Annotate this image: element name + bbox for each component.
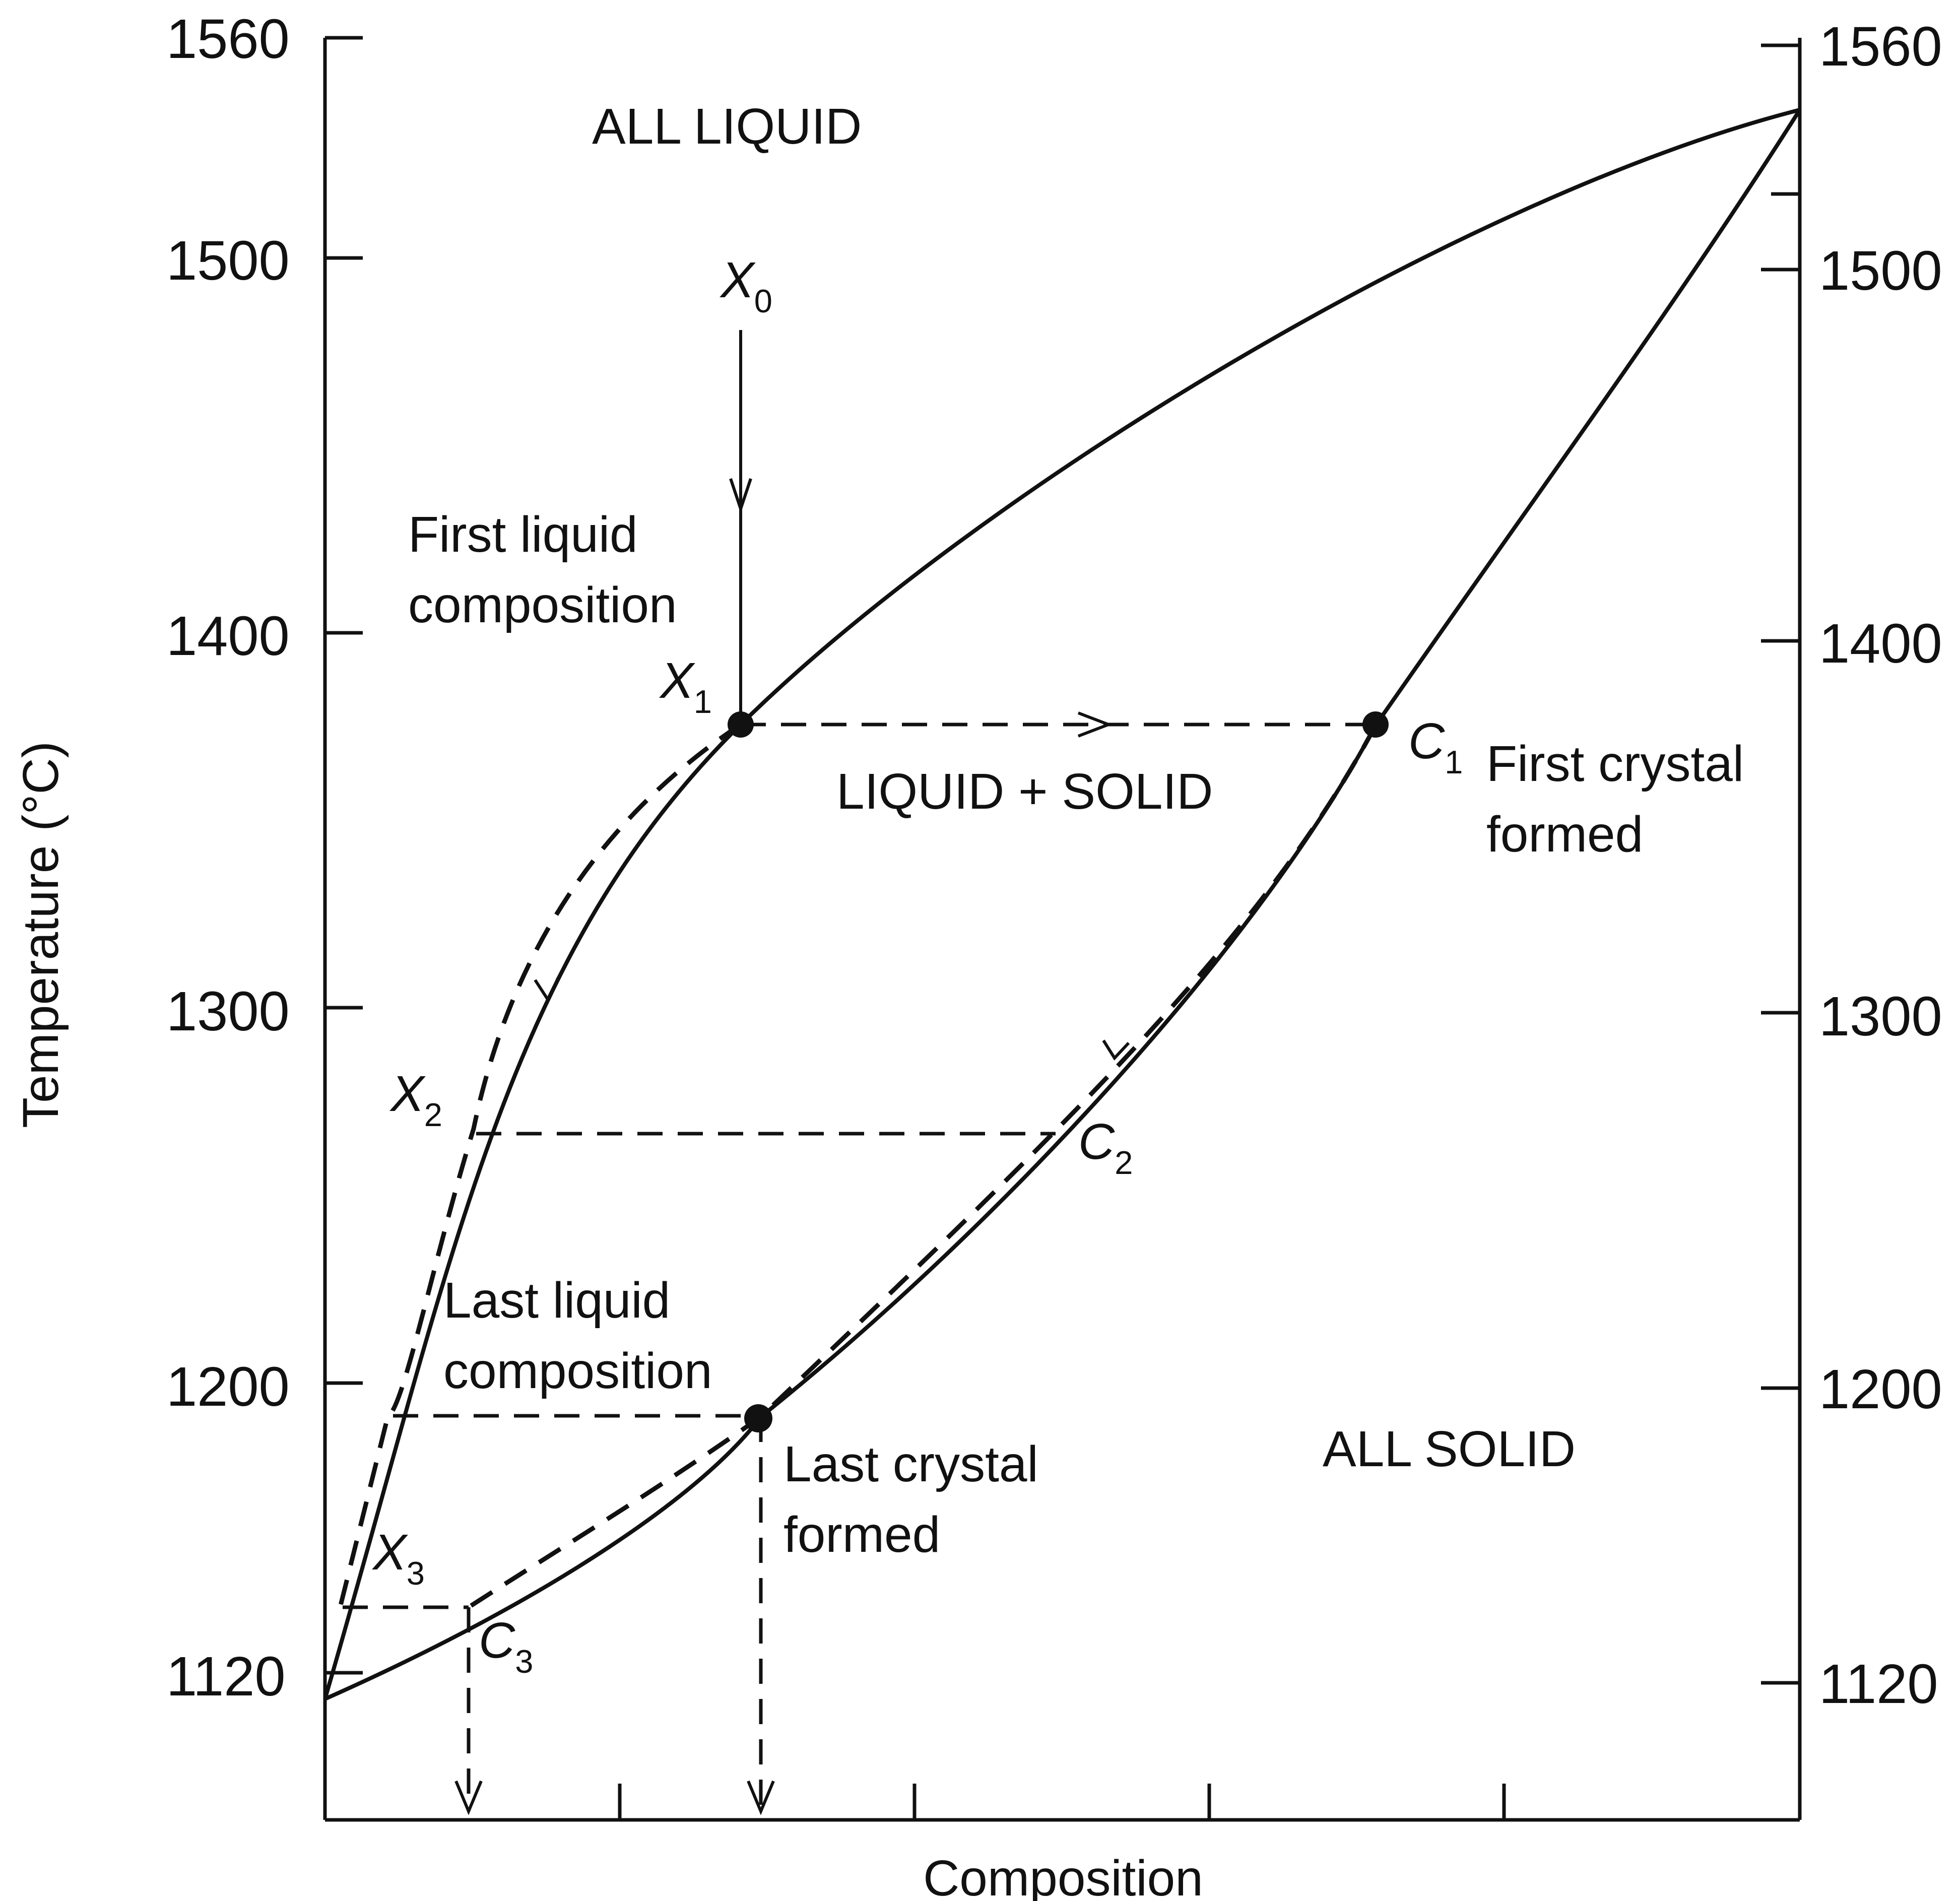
point-c1-marker bbox=[1362, 711, 1389, 738]
liquidus-curve bbox=[323, 108, 1800, 1700]
last-crystal-line2: formed bbox=[783, 1506, 940, 1563]
x-axis-title: Composition bbox=[923, 1850, 1203, 1901]
label-c3: C3 bbox=[479, 1612, 533, 1680]
region-all-solid: ALL SOLID bbox=[1323, 1421, 1576, 1477]
right-tick-label: 1560 bbox=[1819, 16, 1942, 78]
region-all-liquid: ALL LIQUID bbox=[592, 98, 862, 155]
last-crystal-line1: Last crystal bbox=[783, 1436, 1038, 1492]
axes-frame bbox=[323, 38, 1802, 1822]
label-x1: X1 bbox=[659, 652, 712, 720]
point-x1-marker bbox=[728, 711, 754, 738]
left-tick-label: 1560 bbox=[166, 8, 290, 70]
last-crystal-drop-arrowhead bbox=[747, 1780, 775, 1815]
left-tick-label: 1120 bbox=[166, 1646, 286, 1708]
solidus-trace-dashed bbox=[467, 724, 1378, 1609]
c3-drop-arrowhead bbox=[454, 1780, 483, 1815]
solidus-direction-arrow bbox=[1102, 1039, 1130, 1061]
region-liquid-solid: LIQUID + SOLID bbox=[836, 763, 1213, 820]
liquidus-direction-arrow bbox=[534, 976, 560, 1004]
label-x2: X2 bbox=[389, 1066, 442, 1133]
label-c1: C1 bbox=[1408, 713, 1463, 780]
y-axis-title: Temperature (°C) bbox=[13, 741, 69, 1128]
bottom-ticks bbox=[618, 1784, 1506, 1820]
first-crystal-line2: formed bbox=[1486, 806, 1643, 863]
last-liquid-line2: composition bbox=[443, 1343, 712, 1399]
right-tick-labels: 1560 1500 1400 1300 1200 1120 bbox=[1819, 16, 1942, 1715]
right-ticks bbox=[1761, 43, 1800, 1685]
left-tick-labels: 1560 1500 1400 1300 1200 1120 bbox=[166, 8, 290, 1708]
x0-arrowhead bbox=[729, 478, 752, 514]
label-x3: X3 bbox=[372, 1524, 425, 1592]
left-ticks bbox=[325, 36, 363, 1675]
first-liquid-line2: composition bbox=[408, 577, 677, 633]
solidus-curve bbox=[324, 108, 1802, 1701]
right-tick-label: 1400 bbox=[1819, 613, 1942, 675]
left-tick-label: 1400 bbox=[166, 605, 290, 667]
right-tick-label: 1120 bbox=[1819, 1653, 1938, 1715]
right-tick-label: 1200 bbox=[1819, 1358, 1942, 1420]
label-x0: X0 bbox=[720, 252, 772, 319]
tie-line-arrow bbox=[1077, 711, 1113, 738]
point-last-crystal-marker bbox=[744, 1404, 772, 1432]
liquidus-trace-dashed bbox=[338, 723, 742, 1608]
right-tick-label: 1300 bbox=[1819, 986, 1942, 1047]
right-tick-label: 1500 bbox=[1819, 240, 1942, 302]
first-liquid-line1: First liquid bbox=[408, 506, 638, 563]
left-tick-label: 1200 bbox=[166, 1356, 290, 1418]
last-liquid-line1: Last liquid bbox=[443, 1272, 670, 1329]
left-tick-label: 1500 bbox=[166, 230, 290, 292]
label-c2: C2 bbox=[1078, 1113, 1133, 1181]
left-tick-label: 1300 bbox=[166, 980, 290, 1042]
first-crystal-line1: First crystal bbox=[1486, 736, 1744, 792]
